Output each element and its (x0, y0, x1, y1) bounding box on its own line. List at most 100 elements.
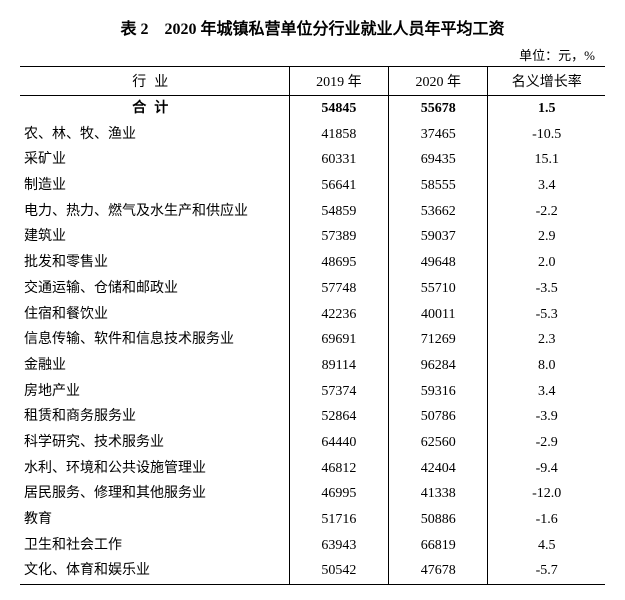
growth-cell: -10.5 (488, 122, 605, 148)
industry-cell: 卫生和社会工作 (20, 533, 289, 559)
y2019-cell: 64440 (289, 430, 388, 456)
total-2019: 54845 (289, 96, 388, 122)
y2020-cell: 42404 (389, 456, 488, 482)
y2020-cell: 59316 (389, 379, 488, 405)
y2020-cell: 66819 (389, 533, 488, 559)
industry-cell: 教育 (20, 507, 289, 533)
growth-cell: -1.6 (488, 507, 605, 533)
y2019-cell: 54859 (289, 199, 388, 225)
table-row: 租赁和商务服务业5286450786-3.9 (20, 404, 605, 430)
industry-cell: 居民服务、修理和其他服务业 (20, 481, 289, 507)
y2019-cell: 51716 (289, 507, 388, 533)
col-2020: 2020 年 (389, 67, 488, 96)
industry-cell: 制造业 (20, 173, 289, 199)
total-label: 合计 (20, 96, 289, 122)
table-row: 文化、体育和娱乐业5054247678-5.7 (20, 558, 605, 584)
y2019-cell: 46995 (289, 481, 388, 507)
industry-cell: 住宿和餐饮业 (20, 302, 289, 328)
total-growth: 1.5 (488, 96, 605, 122)
total-row: 合计 54845 55678 1.5 (20, 96, 605, 122)
table-row: 住宿和餐饮业4223640011-5.3 (20, 302, 605, 328)
growth-cell: -2.9 (488, 430, 605, 456)
y2020-cell: 49648 (389, 250, 488, 276)
growth-cell: 15.1 (488, 147, 605, 173)
growth-cell: -9.4 (488, 456, 605, 482)
growth-cell: -3.5 (488, 276, 605, 302)
table-row: 建筑业57389590372.9 (20, 224, 605, 250)
y2019-cell: 57389 (289, 224, 388, 250)
y2019-cell: 42236 (289, 302, 388, 328)
wage-table: 行业 2019 年 2020 年 名义增长率 合计 54845 55678 1.… (20, 66, 605, 585)
growth-cell: 3.4 (488, 379, 605, 405)
table-title: 表 2 2020 年城镇私营单位分行业就业人员年平均工资 (20, 15, 605, 39)
industry-cell: 采矿业 (20, 147, 289, 173)
y2019-cell: 69691 (289, 327, 388, 353)
industry-cell: 水利、环境和公共设施管理业 (20, 456, 289, 482)
y2019-cell: 41858 (289, 122, 388, 148)
industry-cell: 批发和零售业 (20, 250, 289, 276)
table-row: 农、林、牧、渔业4185837465-10.5 (20, 122, 605, 148)
growth-cell: 2.0 (488, 250, 605, 276)
y2020-cell: 58555 (389, 173, 488, 199)
growth-cell: 3.4 (488, 173, 605, 199)
unit-label: 单位：元，% (20, 45, 605, 64)
y2020-cell: 62560 (389, 430, 488, 456)
industry-cell: 文化、体育和娱乐业 (20, 558, 289, 584)
y2020-cell: 59037 (389, 224, 488, 250)
growth-cell: 2.9 (488, 224, 605, 250)
y2019-cell: 60331 (289, 147, 388, 173)
table-row: 金融业89114962848.0 (20, 353, 605, 379)
industry-cell: 科学研究、技术服务业 (20, 430, 289, 456)
y2019-cell: 89114 (289, 353, 388, 379)
industry-cell: 电力、热力、燃气及水生产和供应业 (20, 199, 289, 225)
industry-cell: 交通运输、仓储和邮政业 (20, 276, 289, 302)
industry-cell: 农、林、牧、渔业 (20, 122, 289, 148)
y2020-cell: 96284 (389, 353, 488, 379)
table-row: 制造业56641585553.4 (20, 173, 605, 199)
y2019-cell: 52864 (289, 404, 388, 430)
y2020-cell: 40011 (389, 302, 488, 328)
industry-cell: 信息传输、软件和信息技术服务业 (20, 327, 289, 353)
table-row: 信息传输、软件和信息技术服务业69691712692.3 (20, 327, 605, 353)
y2020-cell: 47678 (389, 558, 488, 584)
col-2019: 2019 年 (289, 67, 388, 96)
y2020-cell: 69435 (389, 147, 488, 173)
y2019-cell: 57748 (289, 276, 388, 302)
y2020-cell: 37465 (389, 122, 488, 148)
table-row: 卫生和社会工作63943668194.5 (20, 533, 605, 559)
y2020-cell: 55710 (389, 276, 488, 302)
table-row: 交通运输、仓储和邮政业5774855710-3.5 (20, 276, 605, 302)
table-row: 教育5171650886-1.6 (20, 507, 605, 533)
y2020-cell: 50886 (389, 507, 488, 533)
y2019-cell: 56641 (289, 173, 388, 199)
y2020-cell: 41338 (389, 481, 488, 507)
table-row: 水利、环境和公共设施管理业4681242404-9.4 (20, 456, 605, 482)
y2019-cell: 48695 (289, 250, 388, 276)
table-row: 采矿业603316943515.1 (20, 147, 605, 173)
growth-cell: 4.5 (488, 533, 605, 559)
growth-cell: -12.0 (488, 481, 605, 507)
col-industry: 行业 (20, 67, 289, 96)
industry-cell: 房地产业 (20, 379, 289, 405)
industry-cell: 租赁和商务服务业 (20, 404, 289, 430)
y2019-cell: 46812 (289, 456, 388, 482)
industry-cell: 金融业 (20, 353, 289, 379)
header-row: 行业 2019 年 2020 年 名义增长率 (20, 67, 605, 96)
y2020-cell: 71269 (389, 327, 488, 353)
growth-cell: -5.3 (488, 302, 605, 328)
y2020-cell: 53662 (389, 199, 488, 225)
growth-cell: -5.7 (488, 558, 605, 584)
growth-cell: -2.2 (488, 199, 605, 225)
total-2020: 55678 (389, 96, 488, 122)
table-row: 居民服务、修理和其他服务业4699541338-12.0 (20, 481, 605, 507)
industry-cell: 建筑业 (20, 224, 289, 250)
growth-cell: 8.0 (488, 353, 605, 379)
y2019-cell: 63943 (289, 533, 388, 559)
y2019-cell: 50542 (289, 558, 388, 584)
table-row: 电力、热力、燃气及水生产和供应业5485953662-2.2 (20, 199, 605, 225)
y2019-cell: 57374 (289, 379, 388, 405)
growth-cell: -3.9 (488, 404, 605, 430)
growth-cell: 2.3 (488, 327, 605, 353)
table-row: 批发和零售业48695496482.0 (20, 250, 605, 276)
table-row: 科学研究、技术服务业6444062560-2.9 (20, 430, 605, 456)
